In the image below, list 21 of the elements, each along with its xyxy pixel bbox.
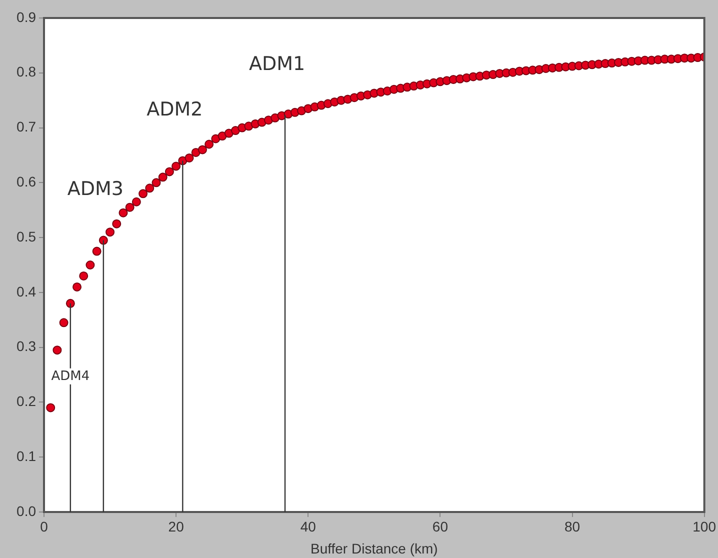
y-tick-label: 0.9 (16, 8, 36, 25)
ref-line-label: ADM3 (67, 178, 124, 200)
x-tick-label: 40 (300, 518, 316, 534)
y-tick-label: 0.0 (16, 502, 36, 519)
y-tick-label: 0.1 (16, 448, 36, 464)
y-tick-label: 0.6 (16, 174, 36, 190)
x-tick-label: 60 (432, 518, 448, 534)
x-tick-label: 0 (40, 518, 48, 534)
y-tick-label: 0.4 (16, 283, 36, 300)
y-tick-label: 0.2 (16, 393, 36, 410)
ref-line-label: ADM2 (146, 98, 203, 121)
x-axis-title: Buffer Distance (km) (310, 540, 438, 556)
y-tick-label: 0.5 (16, 228, 36, 244)
y-tick-label: 0.3 (16, 338, 36, 354)
x-tick-label: 20 (168, 518, 184, 534)
y-tick-label: 0.8 (16, 64, 36, 80)
ref-line-label: ADM1 (248, 52, 306, 75)
ref-line-label: ADM4 (51, 368, 90, 384)
y-tick-label: 0.7 (16, 118, 36, 135)
x-tick-label: 80 (564, 518, 580, 534)
x-tick-label: 100 (692, 518, 716, 534)
